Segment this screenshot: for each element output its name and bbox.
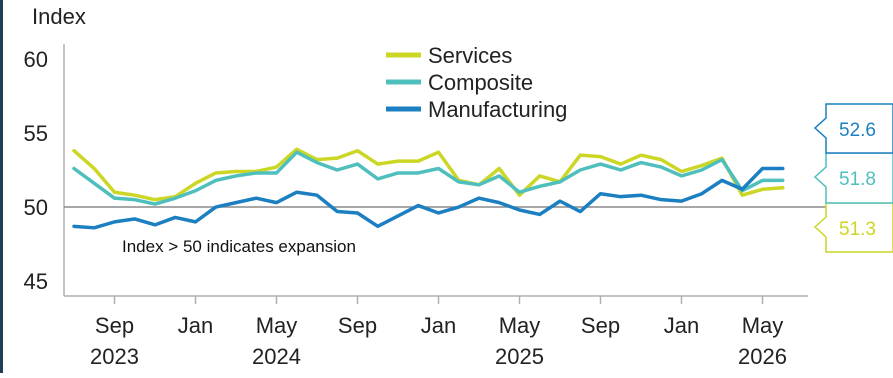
x-tick-label: Jan [664,313,699,338]
legend-label-manufacturing: Manufacturing [428,97,567,122]
axes: 45 50 55 60 Sep 2023 Jan May 2024 Sep Jan May 2025 Se… [24,44,808,369]
end-label-box-composite [813,152,893,204]
series-line-services [72,147,785,202]
y-tick-label: 45 [24,269,48,294]
x-tick-label: Sep [338,313,377,338]
end-label-box-services [813,202,893,253]
reference-line-group: Index > 50 indicates expansion [64,206,893,256]
y-axis-label: Index [32,4,86,29]
x-tick-label: May [499,313,541,338]
end-label-box-manufacturing [813,103,893,154]
series-line-composite [72,150,785,206]
series-lines [72,147,785,230]
y-tick-label: 55 [24,121,48,146]
series-line-manufacturing [72,166,785,230]
x-tick-label: May [256,313,298,338]
end-value-labels: 51.3 51.8 52.6 [813,103,893,253]
y-tick-label: 60 [24,47,48,72]
end-label-manufacturing: 52.6 [839,120,876,141]
x-tick-year-label: 2025 [495,344,544,369]
reference-line-label: Index > 50 indicates expansion [122,237,356,256]
x-tick-year-label: 2026 [738,344,787,369]
left-border-accent [0,0,3,373]
x-tick-label: Jan [178,313,213,338]
x-tick-label: Jan [421,313,456,338]
x-tick-label: Sep [581,313,620,338]
x-tick-year-label: 2023 [90,344,139,369]
y-tick-label: 50 [24,195,48,220]
x-tick-label: Sep [95,313,134,338]
end-label-services: 51.3 [839,219,876,240]
legend-label-composite: Composite [428,70,533,95]
x-tick-label: May [742,313,784,338]
end-label-composite: 51.8 [839,169,876,190]
x-tick-year-label: 2024 [252,344,301,369]
legend-label-services: Services [428,43,512,68]
